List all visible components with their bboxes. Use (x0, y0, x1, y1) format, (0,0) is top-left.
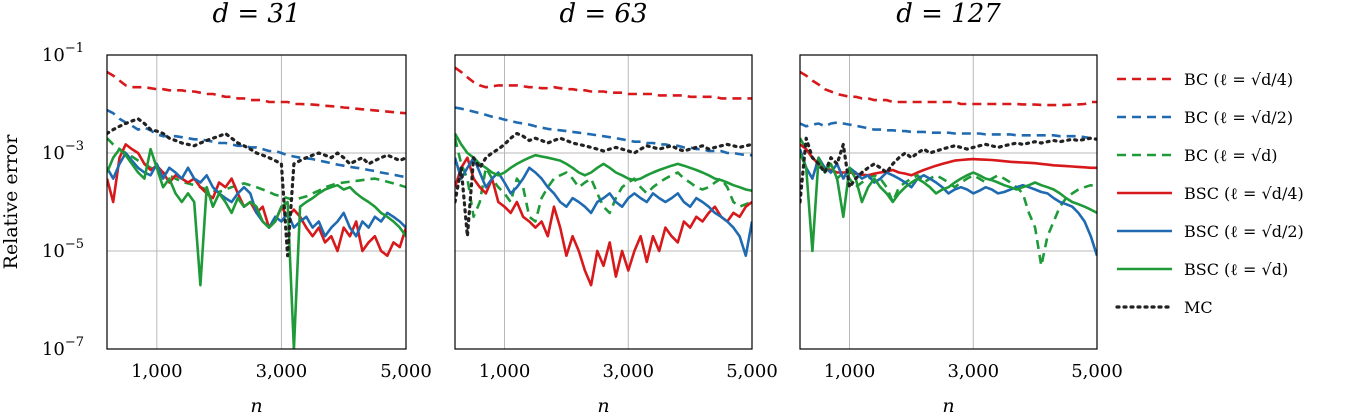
x-axis-label: n (250, 395, 262, 416)
panel-1: 1,000 3,000 5,000 n d = 31 10−1 10−3 10−5 10−7 Re… (0, 0, 432, 417)
plot-frame (454, 54, 753, 350)
x-tick-label: 1,000 (824, 361, 876, 382)
series-line-7 (107, 117, 406, 258)
series-line-6 (107, 147, 406, 349)
y-tick-label: 10−5 (42, 237, 84, 262)
x-tick-label: 5,000 (380, 361, 432, 382)
legend-label-6: BSC (ℓ = √d) (1184, 260, 1288, 279)
legend-label-7: MC (1184, 298, 1213, 317)
plot-frame (106, 54, 407, 350)
plot-frame (799, 54, 1098, 350)
panel-2: 1,000 3,000 5,000 n d = 63 (454, 0, 778, 417)
series-line-7 (455, 131, 752, 238)
legend: BC (ℓ = √d/4) BC (ℓ = √d/2) BC (ℓ = √d) BSC… (1115, 70, 1304, 317)
y-tick-label: 10−1 (42, 41, 84, 66)
panel-title: d = 31 (212, 0, 300, 29)
series-line-5 (107, 151, 406, 238)
series-line-1 (455, 66, 752, 100)
series-line-7 (800, 136, 1097, 204)
series-line-4 (107, 143, 406, 257)
series-line-6 (800, 152, 1097, 253)
series-line-1 (800, 70, 1097, 107)
series-line-5 (455, 156, 752, 257)
x-axis-label: n (597, 395, 609, 416)
series-line-3 (455, 137, 752, 223)
series-line-1 (107, 70, 406, 115)
series-line-4 (455, 156, 752, 287)
x-tick-label: 5,000 (1071, 361, 1123, 382)
y-tick-label: 10−7 (42, 335, 84, 360)
legend-label-4: BSC (ℓ = √d/4) (1184, 184, 1304, 203)
legend-label-2: BC (ℓ = √d/2) (1184, 108, 1293, 127)
panel-title: d = 63 (559, 0, 647, 29)
panel-3: 1,000 3,000 5,000 n d = 127 (799, 0, 1123, 417)
legend-label-5: BSC (ℓ = √d/2) (1184, 222, 1304, 241)
series-line-2 (800, 121, 1097, 140)
x-tick-label: 3,000 (256, 361, 308, 382)
series-line-6 (455, 132, 752, 192)
x-tick-label: 3,000 (947, 361, 999, 382)
panel-title: d = 127 (896, 0, 1001, 29)
series-line-2 (107, 108, 406, 179)
legend-label-3: BC (ℓ = √d) (1184, 146, 1278, 165)
x-axis-label: n (942, 395, 954, 416)
y-axis-label: Relative error (0, 134, 22, 270)
x-tick-label: 5,000 (726, 361, 778, 382)
legend-label-1: BC (ℓ = √d/4) (1184, 70, 1293, 89)
series-line-2 (455, 106, 752, 157)
series-line-3 (107, 137, 406, 202)
x-tick-label: 1,000 (479, 361, 531, 382)
x-tick-label: 1,000 (131, 361, 183, 382)
y-tick-label: 10−3 (42, 139, 84, 164)
x-tick-label: 3,000 (602, 361, 654, 382)
